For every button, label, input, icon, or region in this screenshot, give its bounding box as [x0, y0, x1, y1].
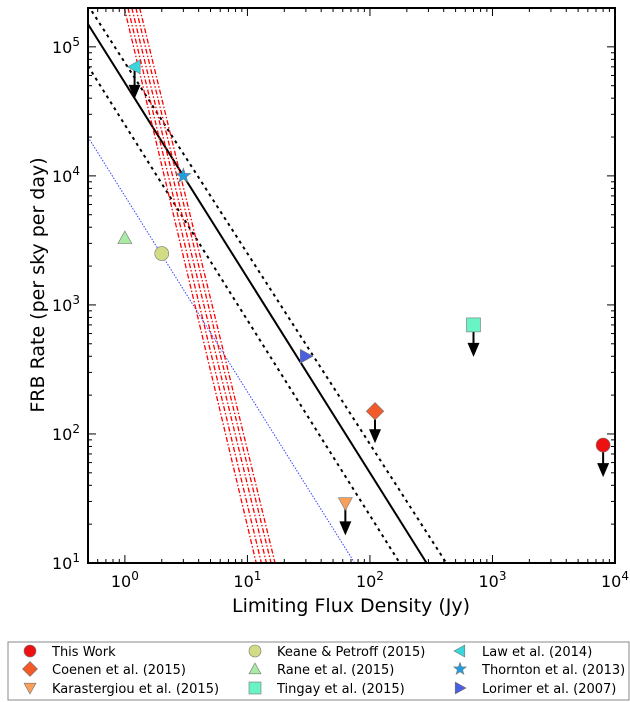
legend-marker-coenen-et-al-2015	[22, 661, 38, 677]
model-line-dashdot-8	[135, 8, 272, 563]
point-rane-et-al-2015	[117, 230, 133, 244]
legend-marker-tingay-et-al-2015	[248, 681, 262, 695]
legend-item-this-work: This Work	[23, 644, 116, 660]
y-axis-label: FRB Rate (per sky per day)	[27, 157, 49, 412]
point-law-et-al-2014	[126, 59, 141, 75]
legend-marker-keane-petroff-2015	[248, 644, 262, 658]
x-tick-label: 102	[356, 569, 384, 591]
legend-marker-rane-et-al-2015	[248, 662, 262, 675]
legend-item-coenen-et-al-2015: Coenen et al. (2015)	[22, 661, 186, 678]
legend-marker-this-work	[23, 644, 37, 658]
model-line-solid-1	[88, 23, 428, 563]
legend-label: Tingay et al. (2015)	[276, 682, 405, 697]
point-tingay-et-al-2015	[466, 317, 481, 333]
legend-label: Keane & Petroff (2015)	[277, 645, 425, 660]
model-line-dotted-3	[88, 8, 448, 563]
model-line-dashdot-5	[123, 8, 257, 563]
legend-item-lorimer-et-al-2007: Lorimer et al. (2007)	[454, 681, 616, 697]
x-axis-ticks: 100 101 102 103 104	[87, 8, 629, 591]
legend-marker-thornton-et-al-2013	[452, 661, 468, 676]
y-tick-label: 102	[52, 422, 80, 444]
model-line-dotted-4	[88, 136, 356, 563]
legend-label: Coenen et al. (2015)	[52, 663, 186, 678]
x-tick-label: 104	[601, 569, 629, 591]
y-axis-ticks: 101 102 103 104 105	[52, 7, 615, 573]
legend-marker-karastergiou-et-al-2015	[23, 682, 37, 695]
point-keane-petroff-2015	[154, 246, 170, 261]
data-points	[117, 59, 611, 536]
plot-frame	[87, 7, 616, 564]
legend-item-law-et-al-2014: Law et al. (2014)	[453, 644, 592, 660]
y-tick-label: 101	[52, 551, 80, 573]
point-this-work	[595, 437, 611, 453]
model-lines	[88, 8, 448, 563]
model-line-dashdot-7	[131, 8, 268, 563]
x-axis-label: Limiting Flux Density (Jy)	[232, 595, 470, 617]
point-karastergiou-et-al-2015	[337, 497, 353, 511]
point-thornton-et-al-2013	[175, 167, 192, 183]
y-tick-label: 103	[52, 293, 80, 315]
legend-label: Rane et al. (2015)	[277, 663, 394, 678]
legend-item-karastergiou-et-al-2015: Karastergiou et al. (2015)	[23, 682, 219, 697]
legend-marker-lorimer-et-al-2007	[454, 681, 467, 695]
x-tick-label: 101	[233, 569, 261, 591]
legend-item-thornton-et-al-2013: Thornton et al. (2013)	[452, 661, 625, 678]
legend-label: Lorimer et al. (2007)	[482, 682, 616, 697]
legend: This Work Coenen et al. (2015) Karastergio…	[22, 644, 625, 697]
legend-box	[7, 641, 630, 701]
legend-marker-law-et-al-2014	[453, 644, 466, 658]
x-tick-label: 103	[478, 569, 506, 591]
model-line-dashdot-6	[127, 8, 263, 563]
legend-item-rane-et-al-2015: Rane et al. (2015)	[248, 662, 394, 678]
point-lorimer-et-al-2007	[299, 348, 314, 364]
y-tick-label: 104	[52, 164, 80, 186]
legend-label: This Work	[51, 645, 116, 660]
legend-label: Thornton et al. (2013)	[481, 663, 625, 678]
legend-label: Law et al. (2014)	[482, 645, 592, 660]
legend-label: Karastergiou et al. (2015)	[52, 682, 219, 697]
legend-item-tingay-et-al-2015: Tingay et al. (2015)	[248, 681, 405, 697]
point-coenen-et-al-2015	[365, 402, 385, 421]
legend-item-keane-petroff-2015: Keane & Petroff (2015)	[248, 644, 425, 660]
y-tick-label: 105	[52, 35, 80, 57]
x-tick-label: 100	[111, 569, 139, 591]
model-line-dashdot-9	[139, 8, 276, 563]
